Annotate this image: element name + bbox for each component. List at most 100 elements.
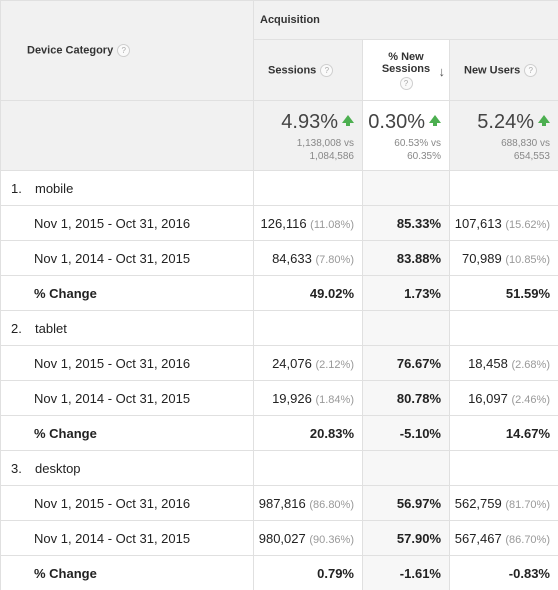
group-empty-cell <box>449 310 558 346</box>
pct-new-sessions-label-line2: Sessions <box>381 62 431 75</box>
change-row: % Change 0.79% -1.61% -0.83% <box>0 555 558 590</box>
table-row: Nov 1, 2015 - Oct 31, 2016 24,076 (2.12%)… <box>0 345 558 381</box>
date-range-label: Nov 1, 2015 - Oct 31, 2016 <box>0 205 254 241</box>
sessions-change-cell: 0.79% <box>253 555 363 590</box>
totals-new-users-compare-2: 654,553 <box>513 151 550 162</box>
pct-new-sessions-cell: 76.67% <box>362 345 450 381</box>
new-users-value: 16,097 <box>468 390 508 406</box>
new-users-cell: 562,759 (81.70%) <box>449 485 558 521</box>
group-index: 3. <box>11 460 22 476</box>
new-users-share: (2.46%) <box>511 393 550 406</box>
help-icon[interactable]: ? <box>524 63 538 77</box>
pct-new-sessions-label-line1: % New <box>388 50 424 63</box>
sessions-share: (90.36%) <box>309 533 354 546</box>
new-users-value: 18,458 <box>468 355 508 371</box>
change-row: % Change 49.02% 1.73% 51.59% <box>0 275 558 311</box>
sessions-change-cell: 49.02% <box>253 275 363 311</box>
sessions-value: 980,027 <box>258 530 306 546</box>
totals-new-users-compare-1: 688,830 vs <box>501 138 550 149</box>
group-empty-cell <box>449 170 558 206</box>
sessions-value: 126,116 <box>260 215 307 231</box>
pct-new-sessions-change-cell: -5.10% <box>362 415 450 451</box>
sort-descending-icon[interactable]: ↓ <box>438 64 446 79</box>
sessions-share: (11.08%) <box>310 218 354 231</box>
pct-new-sessions-change-cell: -1.61% <box>362 555 450 590</box>
table-row: Nov 1, 2015 - Oct 31, 2016 126,116 (11.08… <box>0 205 558 241</box>
help-icon[interactable]: ? <box>117 44 131 57</box>
new-users-value: 107,613 <box>454 215 502 231</box>
totals-pct-new-sessions-compare-1: 60.53% vs <box>394 138 441 149</box>
new-users-value: 562,759 <box>454 495 502 511</box>
sessions-column-header[interactable]: Sessions? <box>253 39 363 101</box>
change-label: % Change <box>0 555 254 590</box>
new-users-share: (81.70%) <box>505 498 550 511</box>
change-label: % Change <box>0 415 254 451</box>
new-users-change-cell: 14.67% <box>449 415 558 451</box>
date-range-label: Nov 1, 2014 - Oct 31, 2015 <box>0 380 254 416</box>
new-users-label: New Users <box>464 63 521 76</box>
group-label-cell: 1. mobile <box>0 170 254 206</box>
group-empty-cell <box>362 170 450 206</box>
new-users-cell: 567,467 (86.70%) <box>449 520 558 556</box>
group-empty-cell <box>253 170 363 206</box>
table-row: Nov 1, 2014 - Oct 31, 2015 84,633 (7.80%)… <box>0 240 558 276</box>
arrow-up-icon <box>342 115 354 126</box>
new-users-share: (10.85%) <box>505 253 550 266</box>
totals-sessions-compare-1: 1,138,008 vs <box>296 138 354 149</box>
sessions-value: 19,926 <box>272 390 312 406</box>
totals-pct-new-sessions-compare-2: 60.35% <box>407 151 441 162</box>
sessions-cell: 19,926 (1.84%) <box>253 380 363 416</box>
date-range-label: Nov 1, 2015 - Oct 31, 2016 <box>0 345 254 381</box>
sessions-label: Sessions <box>268 63 317 76</box>
help-icon[interactable]: ? <box>399 76 413 90</box>
group-link[interactable]: tablet <box>35 320 67 336</box>
group-empty-cell <box>253 450 363 486</box>
pct-new-sessions-column-header[interactable]: % New Sessions ? ↓ <box>362 39 450 101</box>
group-link[interactable]: desktop <box>35 460 81 476</box>
new-users-value: 567,467 <box>454 530 502 546</box>
table-body: 1. mobile Nov 1, 2015 - Oct 31, 2016 126,11… <box>0 170 558 590</box>
sessions-value: 987,816 <box>258 495 306 511</box>
arrow-up-icon <box>429 115 441 126</box>
group-index: 1. <box>11 180 22 196</box>
group-label-cell: 2. tablet <box>0 310 254 346</box>
device-category-label: Device Category <box>27 44 114 57</box>
new-users-cell: 70,989 (10.85%) <box>449 240 558 276</box>
totals-sessions-compare-2: 1,084,586 <box>309 151 355 162</box>
sessions-share: (7.80%) <box>315 253 354 266</box>
table-row: Nov 1, 2015 - Oct 31, 2016 987,816 (86.80… <box>0 485 558 521</box>
totals-new-users: 5.24% 688,830 vs 654,553 <box>449 100 558 171</box>
date-range-label: Nov 1, 2014 - Oct 31, 2015 <box>0 520 254 556</box>
pct-new-sessions-cell: 57.90% <box>362 520 450 556</box>
table-row: Nov 1, 2014 - Oct 31, 2015 19,926 (1.84%)… <box>0 380 558 416</box>
totals-pct-new-sessions: 0.30% 60.53% vs 60.35% <box>362 100 450 171</box>
device-category-header[interactable]: Device Category? <box>0 0 254 101</box>
pct-new-sessions-cell: 83.88% <box>362 240 450 276</box>
change-row: % Change 20.83% -5.10% 14.67% <box>0 415 558 451</box>
new-users-cell: 107,613 (15.62%) <box>449 205 558 241</box>
group-row-desktop: 3. desktop <box>0 450 558 486</box>
new-users-column-header[interactable]: New Users? <box>449 39 558 101</box>
group-row-mobile: 1. mobile <box>0 170 558 206</box>
date-range-label: Nov 1, 2014 - Oct 31, 2015 <box>0 240 254 276</box>
help-icon[interactable]: ? <box>320 63 334 77</box>
sessions-change-cell: 20.83% <box>253 415 363 451</box>
totals-new-users-change: 5.24% <box>477 111 534 133</box>
new-users-change-cell: -0.83% <box>449 555 558 590</box>
sessions-value: 24,076 <box>272 355 312 371</box>
acquisition-header: Acquisition <box>253 0 558 40</box>
group-label-cell: 3. desktop <box>0 450 254 486</box>
sessions-value: 84,633 <box>272 250 312 266</box>
group-link[interactable]: mobile <box>35 180 74 196</box>
new-users-value: 70,989 <box>461 250 502 266</box>
sessions-cell: 980,027 (90.36%) <box>253 520 363 556</box>
new-users-share: (2.68%) <box>511 358 550 371</box>
group-row-tablet: 2. tablet <box>0 310 558 346</box>
totals-pct-new-sessions-change: 0.30% <box>368 111 425 133</box>
sessions-cell: 84,633 (7.80%) <box>253 240 363 276</box>
sessions-cell: 24,076 (2.12%) <box>253 345 363 381</box>
sessions-share: (2.12%) <box>315 358 354 371</box>
sessions-share: (1.84%) <box>315 393 354 406</box>
acquisition-label: Acquisition <box>260 14 320 26</box>
totals-label-cell <box>0 100 254 171</box>
